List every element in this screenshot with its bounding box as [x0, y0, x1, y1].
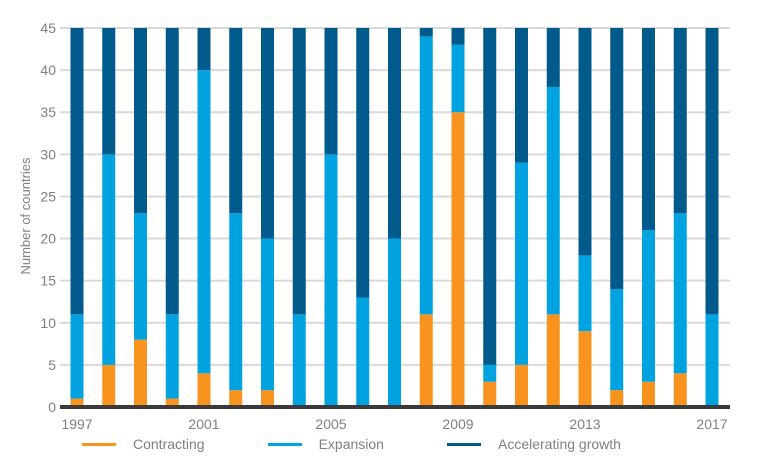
bar-accelerating-growth-2012	[546, 28, 560, 87]
y-tick-label: 0	[48, 399, 56, 415]
bar-contracting-2013	[578, 331, 592, 407]
y-tick-label: 45	[40, 20, 56, 36]
x-tick-label: 2005	[315, 416, 346, 432]
x-tick-label: 2001	[188, 416, 219, 432]
y-tick-label: 10	[40, 315, 56, 331]
bar-accelerating-growth-2000	[165, 28, 179, 315]
bar-accelerating-growth-2011	[515, 28, 528, 163]
bar-expansion-2008	[419, 36, 433, 315]
bar-expansion-2012	[546, 86, 560, 315]
bar-expansion-2001	[197, 70, 211, 374]
bar-expansion-2014	[610, 289, 624, 391]
bar-accelerating-growth-1997	[70, 28, 84, 315]
legend-item-accelerating-growth: Accelerating growth	[446, 436, 621, 452]
y-tick-label: 25	[40, 188, 56, 204]
legend: Contracting Expansion Accelerating growt…	[82, 436, 684, 452]
bar-expansion-2005	[324, 154, 338, 407]
bar-expansion-2013	[578, 255, 592, 332]
y-tick-label: 35	[40, 104, 56, 120]
bar-accelerating-growth-1999	[134, 28, 147, 214]
bar-contracting-2001	[197, 373, 211, 407]
bar-expansion-2003	[261, 238, 274, 391]
legend-item-contracting: Contracting	[82, 436, 205, 452]
bar-expansion-1998	[102, 154, 116, 365]
bar-contracting-2012	[546, 314, 560, 407]
bar-expansion-2010	[483, 364, 497, 382]
legend-item-expansion: Expansion	[267, 436, 384, 452]
bar-contracting-2002	[229, 390, 243, 407]
bar-expansion-2016	[673, 213, 687, 374]
bar-contracting-1999	[134, 339, 147, 407]
bar-contracting-1997	[70, 398, 84, 407]
bar-expansion-1997	[70, 314, 84, 399]
bar-accelerating-growth-2010	[483, 28, 497, 365]
bar-accelerating-growth-2015	[642, 28, 655, 231]
bar-accelerating-growth-2002	[229, 28, 243, 214]
x-tick-labels: 1997 2001 2005 2009 2013 2017	[61, 416, 727, 432]
bar-contracting-2016	[673, 373, 687, 407]
bar-accelerating-growth-2014	[610, 28, 624, 290]
bar-expansion-2015	[642, 230, 655, 382]
y-axis-label: Number of countries	[18, 157, 33, 275]
y-tick-label: 5	[48, 357, 56, 373]
bar-accelerating-growth-2006	[356, 28, 370, 298]
bar-contracting-2008	[419, 314, 433, 407]
bar-contracting-2014	[610, 390, 624, 407]
bar-accelerating-growth-2001	[197, 28, 211, 71]
bar-accelerating-growth-2005	[324, 28, 338, 155]
bar-contracting-1998	[102, 364, 116, 407]
bar-accelerating-growth-2016	[673, 28, 687, 214]
bar-accelerating-growth-2003	[261, 28, 274, 239]
y-tick-label: 40	[40, 62, 56, 78]
bar-accelerating-growth-2008	[419, 28, 433, 37]
x-tick-label: 1997	[61, 416, 92, 432]
bar-expansion-2017	[705, 314, 719, 407]
bar-expansion-2000	[165, 314, 179, 399]
bar-expansion-2002	[229, 213, 243, 391]
x-tick-label: 2017	[696, 416, 727, 432]
y-tick-labels: 0 5 10 15 20 25 30 35 40 45	[40, 20, 56, 415]
y-tick-label: 30	[40, 146, 56, 162]
bar-expansion-2007	[388, 238, 401, 407]
x-tick-label: 2009	[442, 416, 473, 432]
legend-swatch-contracting	[82, 442, 116, 446]
bar-expansion-2011	[515, 162, 528, 365]
bar-contracting-2010	[483, 381, 497, 407]
legend-label-expansion: Expansion	[318, 436, 384, 452]
bar-contracting-2000	[165, 398, 179, 407]
bar-accelerating-growth-2007	[388, 28, 401, 239]
bar-contracting-2009	[451, 112, 465, 407]
bar-accelerating-growth-2004	[292, 28, 306, 315]
bar-accelerating-growth-2013	[578, 28, 592, 256]
bar-expansion-2006	[356, 297, 370, 407]
y-tick-label: 20	[40, 231, 56, 247]
bar-accelerating-growth-1998	[102, 28, 116, 155]
x-tick-label: 2013	[569, 416, 600, 432]
bar-accelerating-growth-2017	[705, 28, 719, 315]
bar-expansion-1999	[134, 213, 147, 340]
bar-expansion-2009	[451, 44, 465, 113]
bar-contracting-2011	[515, 364, 528, 407]
bar-expansion-2004	[292, 314, 306, 407]
y-tick-label: 15	[40, 273, 56, 289]
bar-contracting-2015	[642, 381, 655, 407]
legend-label-contracting: Contracting	[133, 436, 205, 452]
legend-swatch-expansion	[267, 442, 302, 446]
bars	[70, 28, 719, 407]
bar-contracting-2003	[261, 390, 274, 407]
bar-accelerating-growth-2009	[451, 28, 465, 45]
legend-label-accelerating-growth: Accelerating growth	[497, 436, 621, 452]
legend-swatch-accelerating-growth	[446, 442, 481, 446]
